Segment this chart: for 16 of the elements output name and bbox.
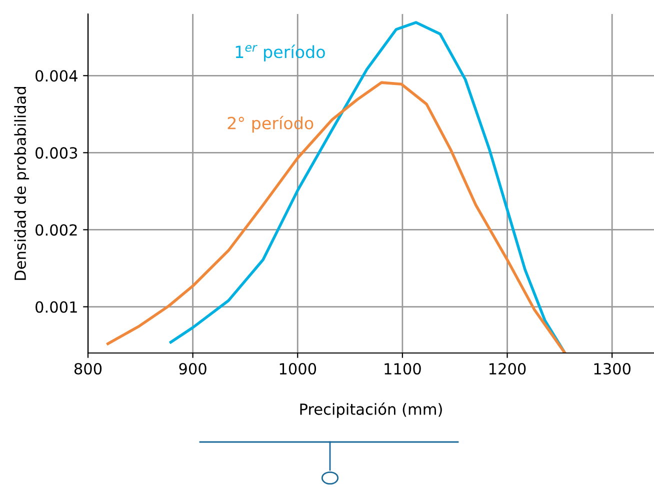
y-tick-label: 0.002 xyxy=(36,224,77,236)
x-axis-title: Precipitación (mm) xyxy=(300,402,442,418)
x-tick-label: 1200 xyxy=(489,362,526,375)
line-series xyxy=(169,21,566,353)
x-tick-label: 1300 xyxy=(594,362,630,375)
y-tick-label: 0.001 xyxy=(36,301,77,313)
x-tick-label: 800 xyxy=(74,362,102,375)
y-tick-label: 0.003 xyxy=(36,147,78,159)
x-tick-label: 1000 xyxy=(280,362,316,375)
y-axis-title: Densidad de probabilidad xyxy=(14,86,29,280)
line-series xyxy=(106,81,566,353)
x-tick-label: 900 xyxy=(179,362,206,375)
series-label: 2° período xyxy=(228,116,314,133)
y-tick-label: 0.004 xyxy=(36,70,78,82)
text: 1$^{er}$ período xyxy=(236,44,325,62)
x-tick-label: 1100 xyxy=(384,362,421,375)
